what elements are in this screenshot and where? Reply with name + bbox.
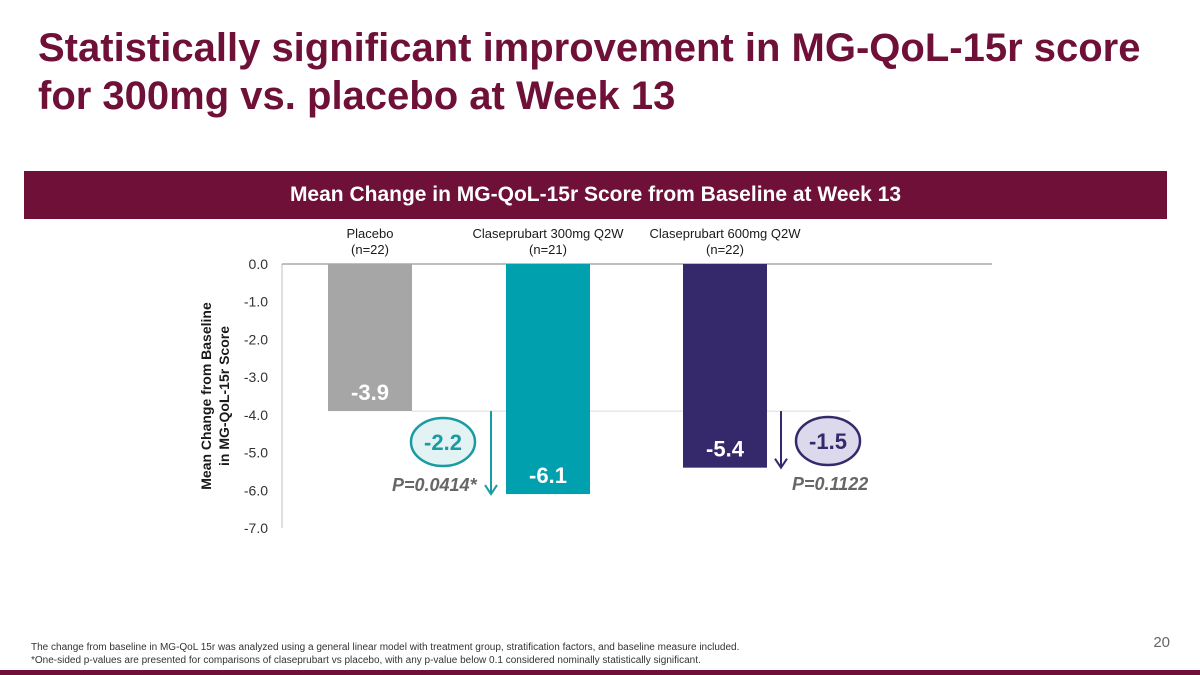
bottom-accent-bar [0,670,1200,675]
y-tick-label: -7.0 [244,520,268,536]
bar [506,264,590,495]
difference-arrow-head [484,484,498,496]
p-value-label: P=0.0414* [392,475,478,495]
difference-arrow-head [774,458,788,470]
bar-value-label: -3.9 [351,380,389,405]
y-tick-label: -3.0 [244,369,268,385]
chart-title-banner: Mean Change in MG-QoL-15r Score from Bas… [24,171,1167,219]
category-n-label: (n=22) [351,242,389,257]
y-tick-label: 0.0 [249,256,269,272]
footnote-2: *One-sided p-values are presented for co… [31,655,701,666]
chart-title: Mean Change in MG-QoL-15r Score from Bas… [289,183,902,206]
y-tick-label: -2.0 [244,331,268,347]
category-n-label: (n=21) [529,242,567,257]
difference-value-label: -1.5 [809,429,847,454]
bar [328,264,412,412]
y-axis-label-line: Mean Change from Baseline [198,302,214,490]
category-n-label: (n=22) [706,242,744,257]
y-tick-label: -6.0 [244,482,268,498]
y-axis-label-line: in MG-QoL-15r Score [216,326,232,466]
bar [683,264,767,468]
difference-oval [794,415,862,467]
difference-value-label: -2.2 [424,430,462,455]
category-label: Claseprubart 300mg Q2W [472,226,624,241]
difference-oval [409,416,477,468]
bar-value-label: -6.1 [529,463,567,488]
footnote-1: The change from baseline in MG-QoL 15r w… [31,642,740,653]
slide-title: Statistically significant improvement in… [38,26,1141,118]
footnotes: The change from baseline in MG-QoL 15r w… [31,641,1031,667]
bar-value-label: -5.4 [706,437,745,462]
y-tick-label: -1.0 [244,294,268,310]
category-label: Claseprubart 600mg Q2W [649,226,801,241]
category-label: Placebo [347,226,394,241]
y-tick-label: -4.0 [244,407,268,423]
page-number: 20 [1153,634,1170,651]
y-tick-label: -5.0 [244,445,268,461]
p-value-label: P=0.1122 [792,474,868,494]
